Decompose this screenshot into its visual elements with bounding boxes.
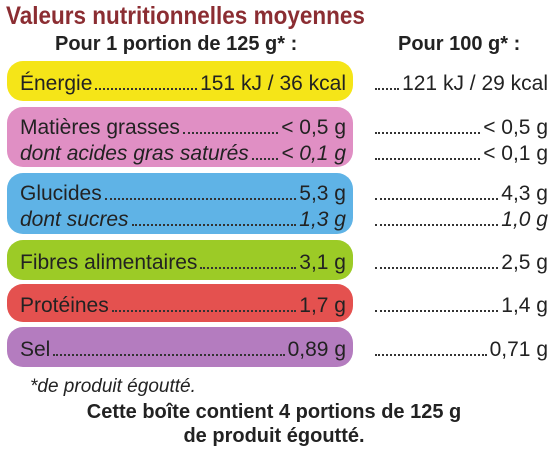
glucides-label: Glucides <box>20 182 102 205</box>
sucres-100g-row: 1,0 g <box>372 204 548 230</box>
energie-100g-row: 121 kJ / 29 kcal <box>372 68 548 94</box>
sel-100g-value: 0,71 g <box>489 338 548 361</box>
matieres-grasses-100g-value: < 0,5 g <box>483 116 548 139</box>
matieres-grasses-100g-row: < 0,5 g <box>372 112 548 138</box>
fibres-label: Fibres alimentaires <box>20 251 198 274</box>
dot-leader <box>104 198 297 200</box>
header-per-portion: Pour 1 portion de 125 g* : <box>55 33 298 55</box>
footnote: *de produit égoutté. <box>30 376 196 397</box>
acides-gras-100g-value: < 0,1 g <box>483 142 548 165</box>
portions-note-line2: de produit égoutté. <box>183 425 365 447</box>
dot-leader <box>111 310 297 312</box>
fibres-100g-row: 2,5 g <box>372 247 548 273</box>
dot-leader <box>182 132 279 134</box>
sucres-label: dont sucres <box>20 208 129 231</box>
table-title: Valeurs nutritionnelles moyennes <box>6 2 365 30</box>
proteines-label: Protéines <box>20 294 109 317</box>
dot-leader <box>95 88 198 90</box>
fibres-portion-value: 3,1 g <box>299 251 346 274</box>
matieres-grasses-portion-row: Matières grasses < 0,5 g <box>20 112 346 138</box>
glucides-band <box>7 173 353 234</box>
dot-leader <box>375 158 481 160</box>
proteines-band <box>7 284 353 322</box>
glucides-portion-value: 5,3 g <box>299 182 346 205</box>
dot-leader <box>251 158 279 160</box>
sucres-portion-value: 1,3 g <box>299 208 346 231</box>
proteines-100g-row: 1,4 g <box>372 290 548 316</box>
dot-leader <box>375 267 499 269</box>
header-per-100g: Pour 100 g* : <box>398 33 521 55</box>
dot-leader <box>375 88 400 90</box>
glucides-100g-value: 4,3 g <box>501 182 548 205</box>
matieres-grasses-band <box>7 107 353 167</box>
dot-leader <box>200 267 297 269</box>
fibres-band <box>7 240 353 280</box>
sel-portion-value: 0,89 g <box>287 338 346 361</box>
glucides-portion-row: Glucides 5,3 g <box>20 178 346 204</box>
proteines-100g-value: 1,4 g <box>501 294 548 317</box>
energie-portion-row: Énergie 151 kJ / 36 kcal <box>20 68 346 94</box>
sel-100g-row: 0,71 g <box>372 334 548 360</box>
dot-leader <box>375 132 481 134</box>
matieres-grasses-portion-value: < 0,5 g <box>281 116 346 139</box>
proteines-portion-row: Protéines 1,7 g <box>20 290 346 316</box>
dot-leader <box>131 224 297 226</box>
acides-gras-100g-row: < 0,1 g <box>372 138 548 164</box>
acides-gras-portion-row: dont acides gras saturés < 0,1 g <box>20 138 346 164</box>
portions-note-line1: Cette boîte contient 4 portions de 125 g <box>86 401 462 423</box>
dot-leader <box>53 354 285 356</box>
sucres-portion-row: dont sucres 1,3 g <box>20 204 346 230</box>
fibres-100g-value: 2,5 g <box>501 251 548 274</box>
energie-label: Énergie <box>20 72 93 95</box>
proteines-portion-value: 1,7 g <box>299 294 346 317</box>
energie-portion-value: 151 kJ / 36 kcal <box>200 72 346 95</box>
sucres-100g-value: 1,0 g <box>501 208 548 231</box>
matieres-grasses-label: Matières grasses <box>20 116 180 139</box>
dot-leader <box>375 310 499 312</box>
energie-100g-value: 121 kJ / 29 kcal <box>402 72 548 95</box>
dot-leader <box>375 198 499 200</box>
sel-band <box>7 327 353 367</box>
acides-gras-label: dont acides gras saturés <box>20 142 249 165</box>
fibres-portion-row: Fibres alimentaires 3,1 g <box>20 247 346 273</box>
energie-band <box>7 61 353 101</box>
dot-leader <box>375 354 487 356</box>
sel-portion-row: Sel 0,89 g <box>20 334 346 360</box>
glucides-100g-row: 4,3 g <box>372 178 548 204</box>
sel-label: Sel <box>20 338 51 361</box>
dot-leader <box>375 224 499 226</box>
acides-gras-portion-value: < 0,1 g <box>281 142 346 165</box>
